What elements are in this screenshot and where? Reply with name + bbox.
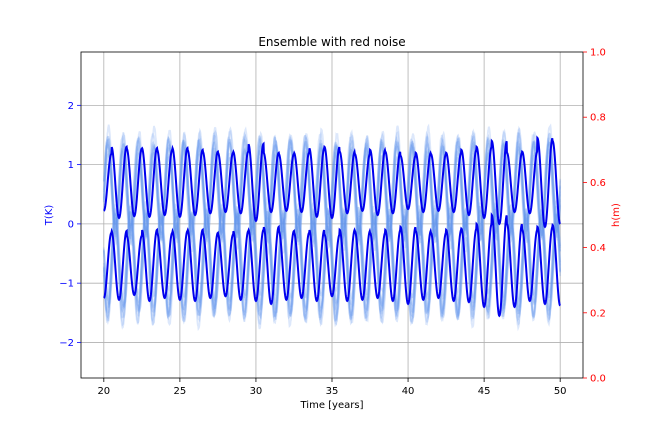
x-tick-label: 30 <box>250 386 263 397</box>
series-layer <box>103 135 561 318</box>
ensemble-member-line <box>102 126 562 250</box>
ensemble-member-line <box>102 196 562 332</box>
y-right-tick-label: 0.4 <box>590 243 606 254</box>
y-right-tick-label: 0.6 <box>590 178 606 189</box>
y-left-tick-label: 0 <box>68 219 74 230</box>
y-right-tick-label: 0.0 <box>590 374 606 385</box>
series-upper-line <box>103 135 561 229</box>
y-left-tick-label: −1 <box>59 279 74 290</box>
ensemble-member-line <box>102 144 562 231</box>
ensemble-member-line <box>102 211 562 316</box>
ensemble-member-line <box>102 134 562 242</box>
y-right-axis-label: h(m) <box>611 203 622 227</box>
y-left-tick-label: 2 <box>68 101 74 112</box>
y-left-axis-ticks: −2 −1 0 1 2 <box>59 101 81 349</box>
x-tick-label: 25 <box>174 386 187 397</box>
ensemble-member-line <box>102 205 562 326</box>
x-axis-label: Time [years] <box>300 400 364 411</box>
x-axis-ticks: 20 25 30 35 40 45 50 <box>97 378 567 397</box>
y-left-tick-label: 1 <box>68 160 74 171</box>
y-right-axis-ticks: 0.0 0.2 0.4 0.6 0.8 1.0 <box>583 48 606 385</box>
x-tick-label: 40 <box>402 386 415 397</box>
ensemble-member-line <box>102 221 562 307</box>
ensemble-member-line <box>102 207 562 326</box>
series-lower-line <box>103 212 561 318</box>
x-tick-label: 20 <box>97 386 110 397</box>
ensemble-member-line <box>102 220 562 308</box>
ensemble-member-line <box>102 138 562 240</box>
y-right-tick-label: 1.0 <box>590 48 606 59</box>
ensemble-member-line <box>102 146 562 232</box>
ensemble-member-line <box>102 203 562 326</box>
y-right-tick-label: 0.2 <box>590 308 606 319</box>
y-left-tick-label: −2 <box>59 338 74 349</box>
ensemble-member-line <box>102 212 562 319</box>
y-left-axis-label: T(K) <box>44 205 55 227</box>
ensemble-member-line <box>102 198 562 332</box>
ensemble-member-line <box>102 200 562 327</box>
x-tick-label: 45 <box>478 386 491 397</box>
ensemble-member-line <box>102 130 562 246</box>
ensemble-member-line <box>102 125 562 251</box>
y-right-tick-label: 0.8 <box>590 113 606 124</box>
ensemble-member-line <box>102 138 562 242</box>
ensemble-layer <box>102 123 562 332</box>
chart-title: Ensemble with red noise <box>258 35 405 49</box>
ensemble-member-line <box>102 134 562 244</box>
x-tick-label: 35 <box>326 386 339 397</box>
x-tick-label: 50 <box>554 386 567 397</box>
